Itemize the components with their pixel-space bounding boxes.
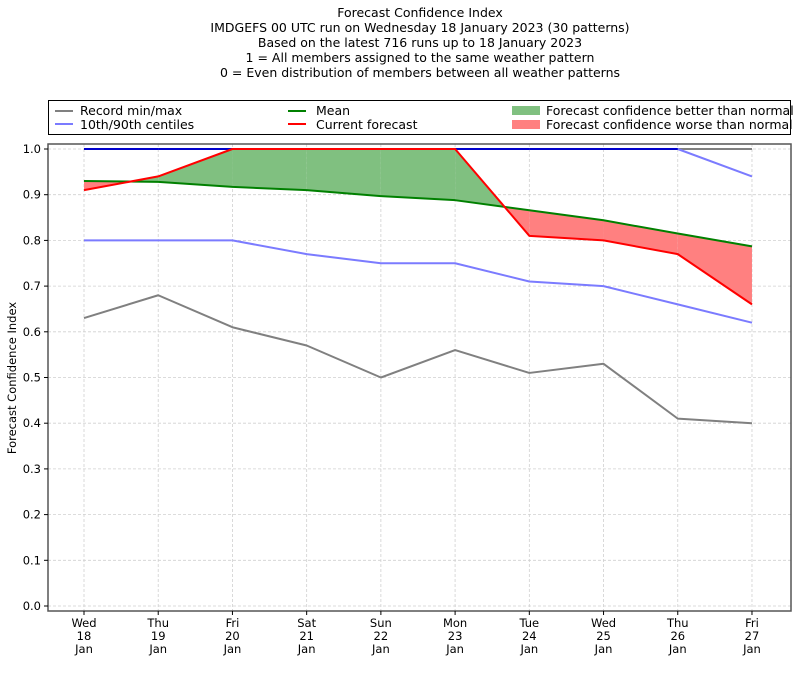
x-tick-label: 27 xyxy=(745,629,760,643)
legend-frame xyxy=(48,100,791,135)
fill-better-segment xyxy=(380,149,456,201)
chart-note-one: 1 = All members assigned to the same wea… xyxy=(246,50,595,65)
legend-swatch-worse xyxy=(512,120,540,129)
y-tick-label: 0.3 xyxy=(23,462,41,476)
x-tick-label: Tue xyxy=(518,616,539,630)
x-tick-label: Thu xyxy=(146,616,169,630)
x-tick-label: Wed xyxy=(71,616,96,630)
legend-label-mean: Mean xyxy=(316,103,350,118)
series-lines xyxy=(83,148,753,425)
x-tick-label: 19 xyxy=(151,629,166,643)
legend-label-record: Record min/max xyxy=(80,103,182,118)
legend-label-worse: Forecast confidence worse than normal xyxy=(546,117,793,132)
legend: Record min/max 10th/90th centiles Mean C… xyxy=(48,100,794,135)
legend-swatch-better xyxy=(512,106,540,115)
x-tick-label: Sun xyxy=(370,616,392,630)
fill-better-segment xyxy=(232,149,307,191)
current-forecast-line xyxy=(83,148,753,306)
legend-label-current: Current forecast xyxy=(316,117,418,132)
x-tick-label: 26 xyxy=(670,629,685,643)
y-axis-label: Forecast Confidence Index xyxy=(5,302,19,454)
x-tick-label: Mon xyxy=(443,616,467,630)
fill-better-segment xyxy=(158,149,233,187)
y-tick-label: 0.1 xyxy=(23,553,41,567)
chart-title: Forecast Confidence Index xyxy=(337,5,503,20)
legend-label-centiles: 10th/90th centiles xyxy=(80,117,194,132)
x-tick-label: Jan xyxy=(519,642,538,656)
x-tick-label: Jan xyxy=(371,642,390,656)
y-tick-label: 0.8 xyxy=(23,233,41,247)
chart-subtitle-run: IMDGEFS 00 UTC run on Wednesday 18 Janua… xyxy=(210,20,629,35)
x-tick-label: 25 xyxy=(596,629,611,643)
record-min-line xyxy=(83,294,753,425)
chart-note-zero: 0 = Even distribution of members between… xyxy=(220,65,620,80)
y-tick-label: 0.4 xyxy=(23,416,41,430)
x-tick-label: Jan xyxy=(297,642,316,656)
y-tick-label: 1.0 xyxy=(23,142,41,156)
y-tick-label: 0.9 xyxy=(23,188,41,202)
legend-label-better: Forecast confidence better than normal xyxy=(546,103,794,118)
x-tick-label: Jan xyxy=(223,642,242,656)
y-tick-label: 0.0 xyxy=(23,599,41,613)
grid xyxy=(48,144,791,611)
x-tick-label: 18 xyxy=(77,629,92,643)
y-tick-label: 0.7 xyxy=(23,279,41,293)
x-tick-label: 22 xyxy=(374,629,389,643)
x-tick-label: 21 xyxy=(299,629,314,643)
x-tick-label: Jan xyxy=(668,642,687,656)
fill-worse-segment xyxy=(603,220,678,255)
x-tick-label: Jan xyxy=(148,642,167,656)
fill-worse-segment xyxy=(529,210,604,241)
fill-better-segment xyxy=(306,149,381,197)
x-tick-label: Wed xyxy=(591,616,616,630)
x-tick-label: 24 xyxy=(522,629,537,643)
fill-worse-segment xyxy=(677,233,752,305)
chart-subtitle-runs: Based on the latest 716 runs up to 18 Ja… xyxy=(258,35,582,50)
x-tick-label: Jan xyxy=(445,642,464,656)
x-tick-label: Thu xyxy=(666,616,689,630)
y-tick-label: 0.2 xyxy=(23,508,41,522)
fill-areas xyxy=(84,149,752,305)
x-tick-label: 23 xyxy=(448,629,463,643)
mean-line xyxy=(83,179,753,248)
x-tick-label: Jan xyxy=(742,642,761,656)
chart-title-block: Forecast Confidence Index IMDGEFS 00 UTC… xyxy=(210,5,629,80)
x-tick-label: Jan xyxy=(74,642,93,656)
x-tick-label: Jan xyxy=(594,642,613,656)
x-tick-label: Fri xyxy=(745,616,759,630)
x-tick-label: 20 xyxy=(225,629,240,643)
x-axis: Wed18JanThu19JanFri20JanSat21JanSun22Jan… xyxy=(71,611,761,656)
y-tick-label: 0.6 xyxy=(23,325,41,339)
centile-10-line xyxy=(84,239,753,324)
x-tick-label: Fri xyxy=(226,616,240,630)
y-axis: 0.0 0.1 0.2 0.3 0.4 0.5 0.6 0.7 0.8 0.9 1.0 xyxy=(23,142,48,613)
y-tick-label: 0.5 xyxy=(23,371,41,385)
x-tick-label: Sat xyxy=(297,616,316,630)
